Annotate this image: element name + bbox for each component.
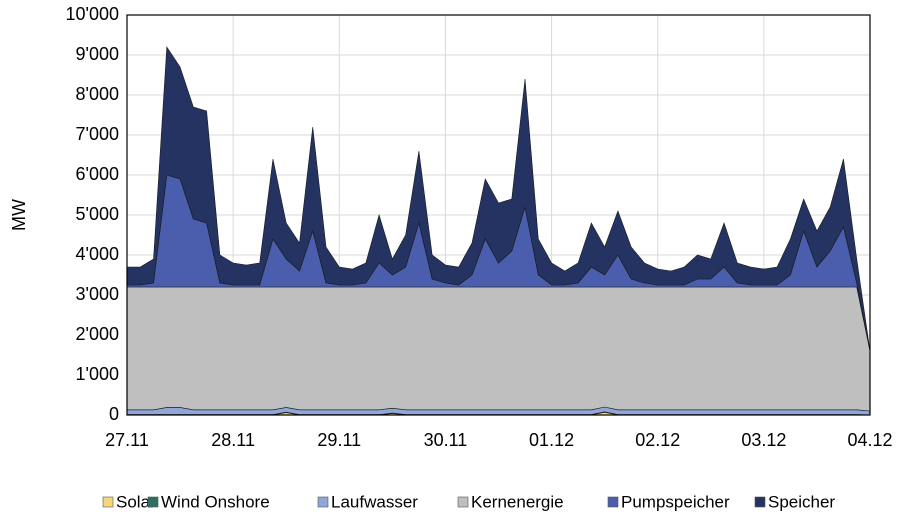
y-tick-label: 10'000: [66, 4, 120, 24]
legend-swatch: [754, 496, 766, 508]
x-tick-label: 28.11: [211, 430, 255, 450]
legend-label: Pumpspeicher: [621, 492, 730, 511]
plot-border: [126, 14, 871, 416]
legend-label: Kernenergie: [471, 492, 564, 511]
legend-label: Solar: [116, 492, 156, 511]
legend-swatch: [457, 496, 469, 508]
x-tick-label: 04.12: [847, 430, 892, 450]
x-tick-label: 27.11: [105, 430, 149, 450]
x-tick-label: 02.12: [635, 430, 680, 450]
y-tick-label: 7'000: [76, 124, 119, 144]
y-tick-label: 6'000: [76, 164, 119, 184]
y-tick-label: 1'000: [76, 364, 119, 384]
legend-swatch: [102, 496, 114, 508]
y-tick-label: 3'000: [76, 284, 119, 304]
legend-label: Laufwasser: [331, 492, 418, 511]
legend-swatch: [317, 496, 329, 508]
legend-swatch: [607, 496, 619, 508]
x-tick-label: 29.11: [317, 430, 361, 450]
y-tick-label: 4'000: [76, 244, 119, 264]
x-tick-label: 30.11: [424, 430, 468, 450]
x-tick-label: 01.12: [529, 430, 574, 450]
y-tick-label: 5'000: [76, 204, 119, 224]
y-tick-label: 8'000: [76, 84, 119, 104]
y-axis-label: MW: [9, 199, 29, 231]
y-tick-label: 2'000: [76, 324, 119, 344]
y-tick-label: 9'000: [76, 44, 119, 64]
area: [126, 286, 871, 412]
y-tick-label: 0: [109, 404, 119, 424]
x-tick-label: 03.12: [741, 430, 786, 450]
legend-swatch: [147, 496, 159, 508]
legend-label: Speicher: [768, 492, 835, 511]
area: [126, 46, 871, 352]
legend-label: Wind Onshore: [161, 492, 270, 511]
